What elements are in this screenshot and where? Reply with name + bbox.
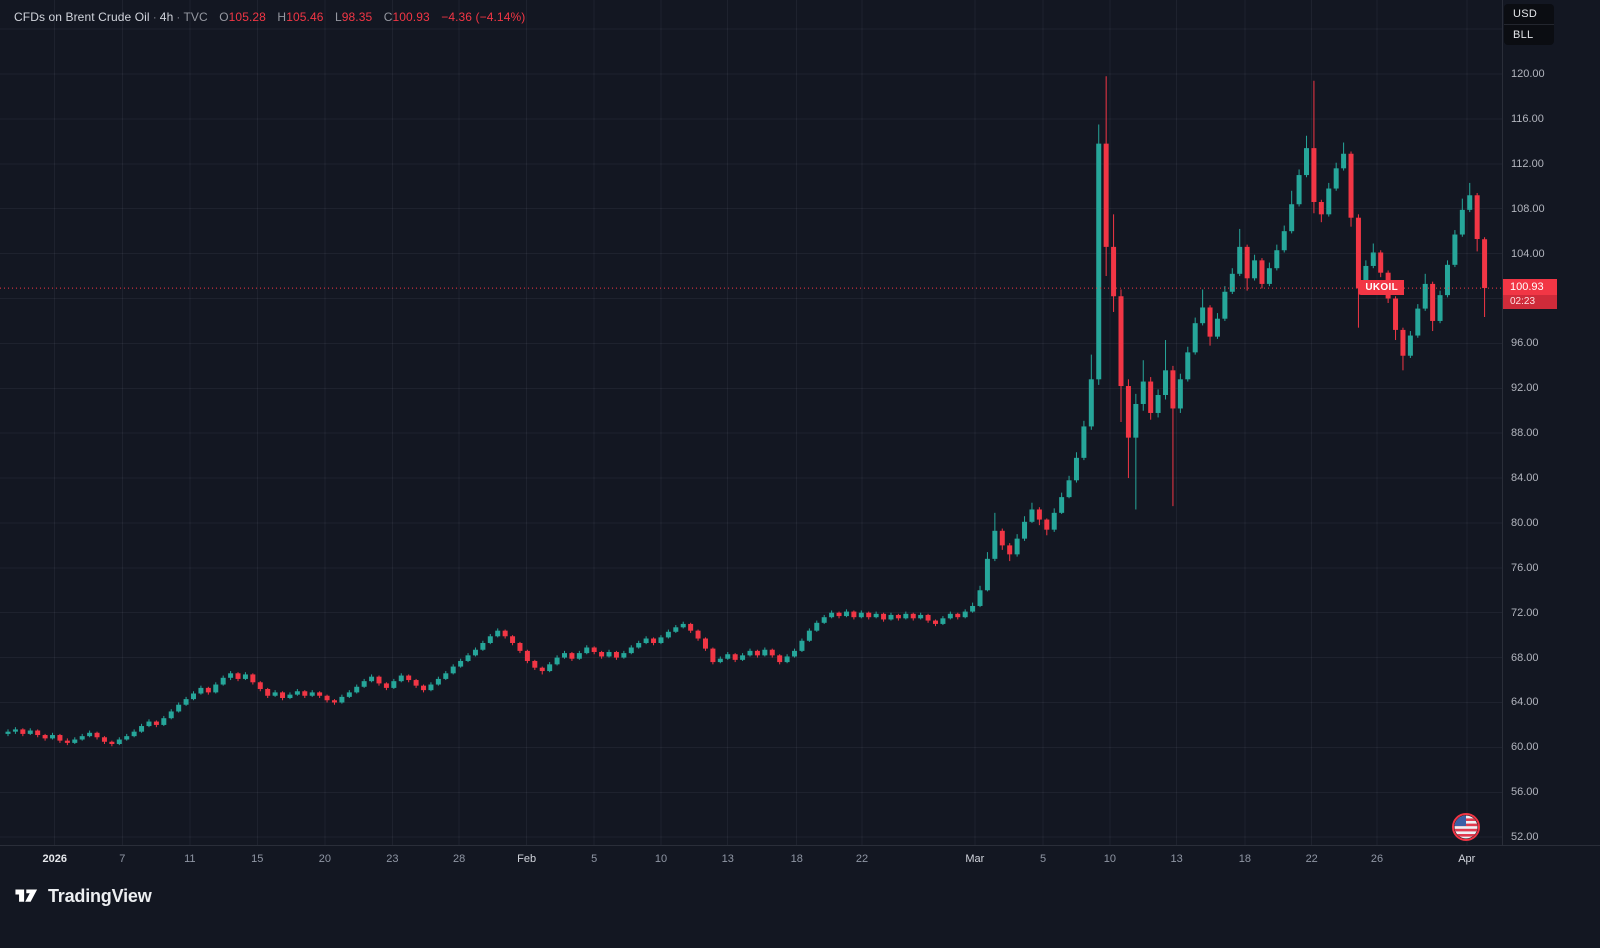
time-axis-label: 18 xyxy=(790,853,803,865)
exchange-label: TVC xyxy=(183,10,208,24)
ohlc-close: C100.93 xyxy=(383,10,430,24)
legend-separator: · xyxy=(152,10,157,24)
price-axis-label: 52.00 xyxy=(1511,831,1539,844)
footer-branding[interactable]: TradingView xyxy=(14,884,152,908)
price-line-symbol-tag: UKOIL xyxy=(1358,280,1404,296)
economic-event-us-flag-icon[interactable] xyxy=(1451,812,1481,842)
last-price-badge: 100.93 02:23 xyxy=(1503,279,1557,310)
change-value: −4.36 (−4.14%) xyxy=(441,10,526,24)
legend-separator: · xyxy=(176,10,181,24)
chart-plot-area[interactable]: CFDs on Brent Crude Oil · 4h · TVC O105.28 H… xyxy=(0,0,1502,845)
tradingview-logo-icon xyxy=(15,889,38,902)
time-axis-label: 7 xyxy=(119,853,126,865)
time-axis-label: 10 xyxy=(654,853,668,865)
price-axis-label: 96.00 xyxy=(1511,337,1539,350)
price-axis-label: 104.00 xyxy=(1511,247,1545,260)
time-axis-label: 5 xyxy=(1040,853,1047,865)
brand-name: TradingView xyxy=(48,885,152,906)
currency-button[interactable]: USD xyxy=(1513,8,1538,20)
bar-countdown: 02:23 xyxy=(1503,295,1557,310)
candlestick-chart[interactable] xyxy=(0,0,1502,845)
price-axis-label: 72.00 xyxy=(1511,606,1539,619)
price-axis-label: 84.00 xyxy=(1511,472,1539,485)
price-axis-label: 68.00 xyxy=(1511,651,1539,664)
price-axis-label: 112.00 xyxy=(1511,157,1544,170)
price-axis-label: 64.00 xyxy=(1511,696,1539,709)
time-axis-label: 13 xyxy=(721,853,734,865)
price-axis-label: 60.00 xyxy=(1511,741,1539,754)
time-axis-label: Mar xyxy=(965,853,985,865)
time-axis-label: 20 xyxy=(318,853,331,865)
symbol-title[interactable]: CFDs on Brent Crude Oil xyxy=(14,10,150,24)
time-axis-label: 15 xyxy=(251,853,264,865)
ohlc-high: H105.46 xyxy=(277,10,324,24)
price-axis-label: 76.00 xyxy=(1511,561,1539,574)
time-axis-label: 22 xyxy=(1305,853,1318,865)
price-axis[interactable]: 120.00 116.00 112.00 108.00 104.00 96.00 92.00… xyxy=(1502,0,1600,845)
time-axis-label: 13 xyxy=(1170,853,1183,865)
time-axis[interactable]: 2026 7 11 15 20 23 28 Feb 5 10 13 18 22 Mar 5 10 13 18 22 2… xyxy=(0,845,1600,875)
ohlc-open: O105.28 xyxy=(219,10,266,24)
time-axis-label: 26 xyxy=(1370,853,1384,865)
ohlc-low: L98.35 xyxy=(334,10,373,24)
time-axis-label: 2026 xyxy=(42,853,67,865)
time-axis-label: 11 xyxy=(184,853,196,865)
symbol-legend[interactable]: CFDs on Brent Crude Oil · 4h · TVC O105.28 H… xyxy=(14,10,525,24)
time-axis-label: Apr xyxy=(1458,853,1476,865)
price-axis-label: 116.00 xyxy=(1511,112,1544,125)
time-axis-label: 5 xyxy=(591,853,598,865)
unit-button[interactable]: BLL xyxy=(1504,24,1554,45)
time-axis-label: 10 xyxy=(1103,853,1116,865)
time-axis-label: 22 xyxy=(855,853,869,865)
price-axis-label: 92.00 xyxy=(1511,382,1539,395)
interval-label[interactable]: 4h xyxy=(159,10,174,24)
price-axis-label: 88.00 xyxy=(1511,427,1539,440)
price-axis-label: 80.00 xyxy=(1511,516,1539,529)
time-axis-label: 18 xyxy=(1238,853,1252,865)
time-axis-label: 23 xyxy=(386,853,399,865)
price-axis-label: 120.00 xyxy=(1511,68,1545,81)
time-axis-label: Feb xyxy=(517,853,537,865)
price-axis-label: 108.00 xyxy=(1511,202,1545,215)
price-axis-label: 56.00 xyxy=(1511,786,1539,799)
last-price-value: 100.93 xyxy=(1503,279,1557,296)
axis-unit-selector: USD BLL xyxy=(1504,4,1554,45)
time-axis-label: 28 xyxy=(453,853,466,865)
